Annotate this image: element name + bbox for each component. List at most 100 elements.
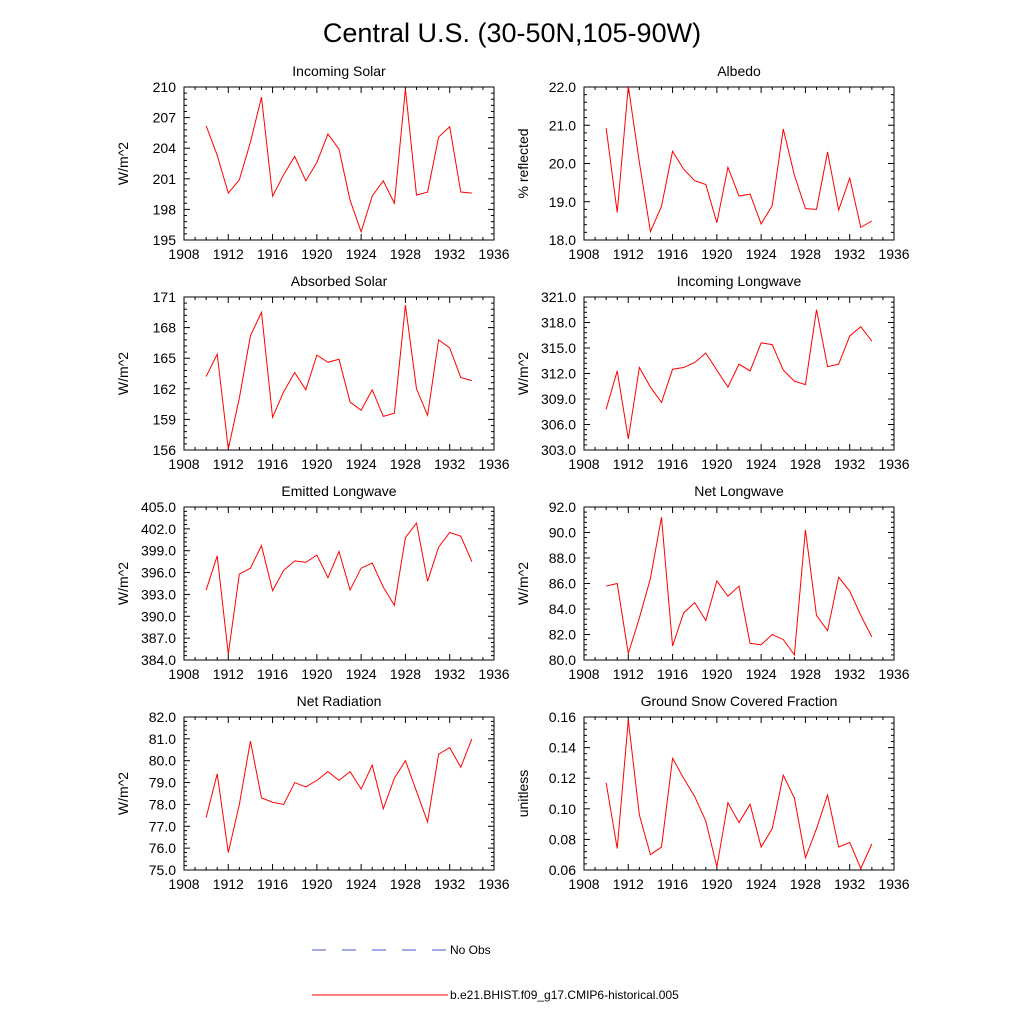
x-tick-label: 1924 [346, 876, 377, 892]
y-tick-label: 159 [153, 411, 177, 427]
panel-title: Incoming Longwave [677, 273, 802, 289]
x-tick-label: 1920 [301, 246, 332, 262]
y-tick-label: 80.0 [549, 652, 576, 668]
y-tick-label: 396.0 [141, 565, 176, 581]
y-tick-label: 76.0 [149, 840, 176, 856]
panel-title: Ground Snow Covered Fraction [641, 693, 838, 709]
y-tick-label: 207 [153, 110, 177, 126]
y-axis-label: % reflected [515, 128, 531, 198]
x-tick-label: 1912 [213, 876, 244, 892]
legend-entry-no-obs: No Obs [312, 943, 491, 957]
y-tick-label: 80.0 [149, 753, 176, 769]
x-tick-label: 1916 [657, 666, 688, 682]
y-tick-label: 19.0 [549, 194, 576, 210]
y-tick-label: 18.0 [549, 232, 576, 248]
x-tick-label: 1912 [213, 246, 244, 262]
panel-net-radiation: Net Radiation 1908 1912 1916 1920 1924 1928 193… [115, 693, 510, 892]
series-line-b-e21-bhist-f09-g17-cmip6-historical-005 [205, 305, 472, 450]
x-tick-label: 1936 [478, 246, 509, 262]
x-tick-label: 1932 [834, 666, 865, 682]
y-axis-label: W/m^2 [115, 772, 131, 815]
x-tick-label: 1928 [390, 666, 421, 682]
x-tick-label: 1912 [613, 456, 644, 472]
x-tick-label: 1912 [213, 456, 244, 472]
x-tick-label: 1908 [568, 876, 599, 892]
series-line-b-e21-bhist-f09-g17-cmip6-historical-005 [605, 309, 873, 440]
x-tick-label: 1936 [878, 246, 909, 262]
x-tick-label: 1924 [746, 246, 777, 262]
y-tick-label: 390.0 [141, 608, 176, 624]
y-tick-label: 210 [153, 79, 177, 95]
plot-frame [583, 506, 895, 661]
x-tick-label: 1920 [701, 456, 732, 472]
x-tick-label: 1936 [478, 876, 509, 892]
x-tick-label: 1912 [613, 666, 644, 682]
x-tick-label: 1920 [301, 456, 332, 472]
legend-entry-model: b.e21.BHIST.f09_g17.CMIP6-historical.005 [312, 988, 679, 1002]
plot-frame [583, 86, 895, 241]
series-line-b-e21-bhist-f09-g17-cmip6-historical-005 [605, 86, 873, 234]
y-tick-label: 90.0 [549, 525, 576, 541]
y-tick-label: 399.0 [141, 543, 176, 559]
x-tick-label: 1916 [657, 876, 688, 892]
x-tick-label: 1916 [257, 876, 288, 892]
panel-ground-snow-covered-fraction: Ground Snow Covered Fraction 1908 1912 1916… [515, 693, 910, 892]
x-tick-label: 1916 [257, 246, 288, 262]
panel-incoming-solar: Incoming Solar 1908 1912 1916 1920 1924 1928 19… [115, 63, 510, 262]
panel-title: Albedo [717, 63, 761, 79]
x-tick-label: 1920 [301, 876, 332, 892]
panel-title: Emitted Longwave [281, 483, 396, 499]
y-axis-label: W/m^2 [115, 562, 131, 605]
y-tick-label: 198 [153, 201, 177, 217]
x-tick-label: 1908 [168, 456, 199, 472]
x-tick-label: 1924 [746, 456, 777, 472]
y-tick-label: 82.0 [549, 627, 576, 643]
y-tick-label: 321.0 [541, 289, 576, 305]
x-tick-label: 1920 [701, 246, 732, 262]
y-axis-label: W/m^2 [515, 352, 531, 395]
y-tick-label: 75.0 [149, 862, 176, 878]
y-tick-label: 402.0 [141, 521, 176, 537]
legend: No Obs b.e21.BHIST.f09_g17.CMIP6-histori… [312, 943, 679, 1002]
panel-absorbed-solar: Absorbed Solar 1908 1912 1916 1920 1924 1928 19… [115, 273, 510, 472]
panel-net-longwave: Net Longwave 1908 1912 1916 1920 1924 1928 1932… [515, 483, 910, 682]
x-tick-label: 1916 [657, 456, 688, 472]
figure-title: Central U.S. (30-50N,105-90W) [323, 18, 701, 48]
series-line-b-e21-bhist-f09-g17-cmip6-historical-005 [205, 521, 473, 655]
x-tick-label: 1912 [613, 876, 644, 892]
x-tick-label: 1928 [790, 876, 821, 892]
x-tick-label: 1912 [213, 666, 244, 682]
x-tick-label: 1932 [834, 456, 865, 472]
x-tick-label: 1908 [568, 246, 599, 262]
x-tick-label: 1928 [390, 876, 421, 892]
y-tick-label: 22.0 [549, 79, 576, 95]
y-tick-label: 309.0 [541, 391, 576, 407]
x-tick-label: 1928 [790, 456, 821, 472]
y-tick-label: 0.12 [549, 770, 576, 786]
y-tick-label: 168 [153, 320, 177, 336]
y-tick-label: 79.0 [149, 775, 176, 791]
panel-incoming-longwave: Incoming Longwave 1908 1912 1916 1920 1924 192… [515, 273, 910, 472]
plot-frame [183, 716, 495, 871]
x-tick-label: 1932 [434, 246, 465, 262]
x-tick-label: 1924 [346, 246, 377, 262]
panel-emitted-longwave: Emitted Longwave 1908 1912 1916 1920 1924 1928… [115, 483, 510, 682]
x-tick-label: 1908 [168, 246, 199, 262]
x-tick-label: 1932 [834, 246, 865, 262]
x-tick-label: 1928 [790, 666, 821, 682]
y-tick-label: 156 [153, 442, 177, 458]
panel-title: Net Longwave [694, 483, 784, 499]
x-tick-label: 1912 [613, 246, 644, 262]
y-tick-label: 162 [153, 381, 177, 397]
y-tick-label: 0.06 [549, 862, 576, 878]
y-tick-label: 0.10 [549, 801, 576, 817]
x-tick-label: 1936 [478, 666, 509, 682]
x-tick-label: 1936 [878, 666, 909, 682]
plot-frame [183, 86, 495, 241]
legend-label-no-obs: No Obs [450, 943, 491, 957]
x-tick-label: 1920 [701, 666, 732, 682]
series-line-b-e21-bhist-f09-g17-cmip6-historical-005 [205, 88, 472, 234]
x-tick-label: 1928 [790, 246, 821, 262]
series-line-b-e21-bhist-f09-g17-cmip6-historical-005 [605, 720, 873, 870]
